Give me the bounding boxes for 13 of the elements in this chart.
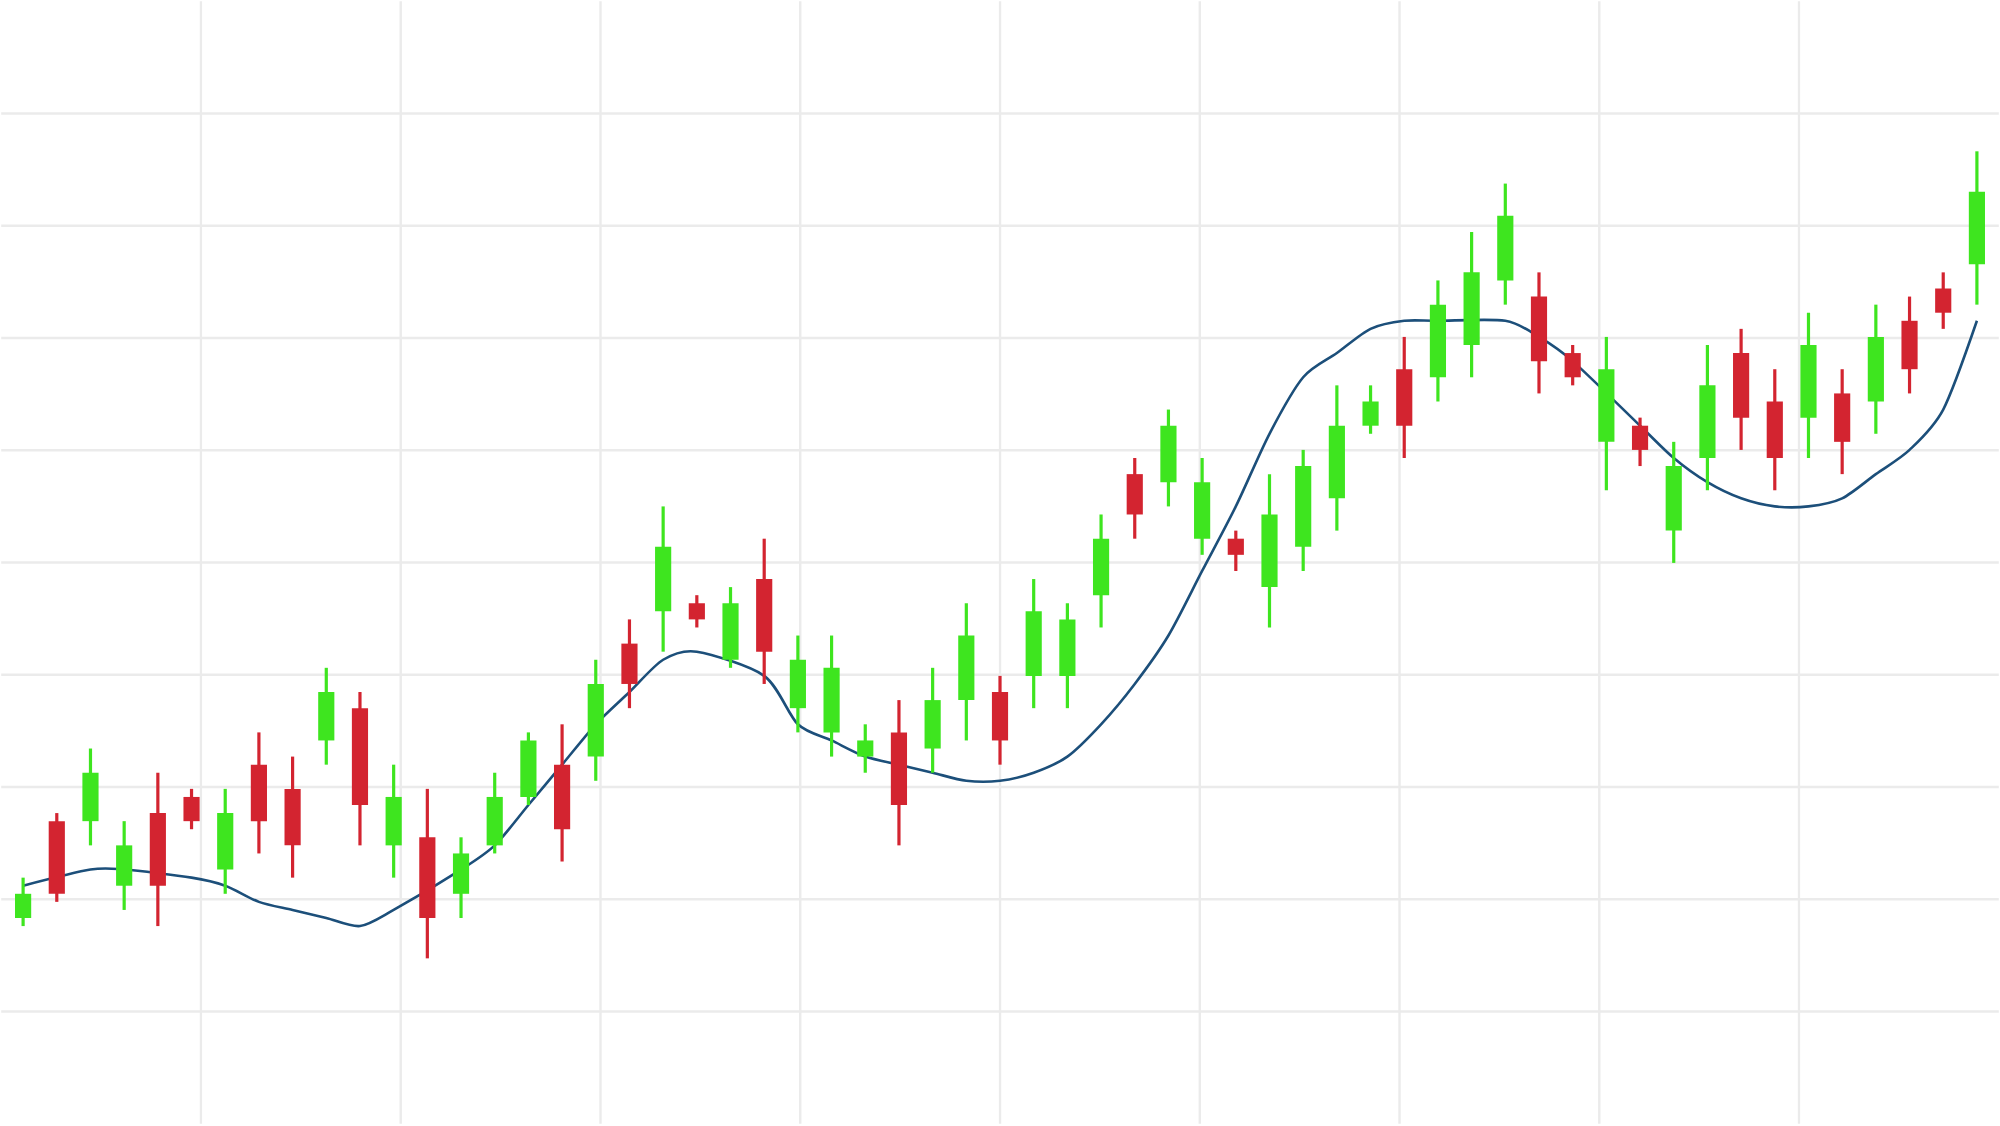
candlestick [1631, 416, 1649, 469]
candlestick [1935, 271, 1952, 331]
candlestick [1362, 384, 1379, 436]
candlestick [452, 836, 470, 921]
candlestick [1126, 456, 1143, 541]
candlestick [1564, 343, 1581, 388]
candlestick [116, 820, 133, 913]
candlestick [183, 787, 200, 832]
candlestick [688, 594, 705, 630]
candlestick [621, 618, 638, 711]
candlestick [857, 723, 874, 775]
candlestick [15, 876, 32, 929]
candlestick [1227, 529, 1244, 574]
